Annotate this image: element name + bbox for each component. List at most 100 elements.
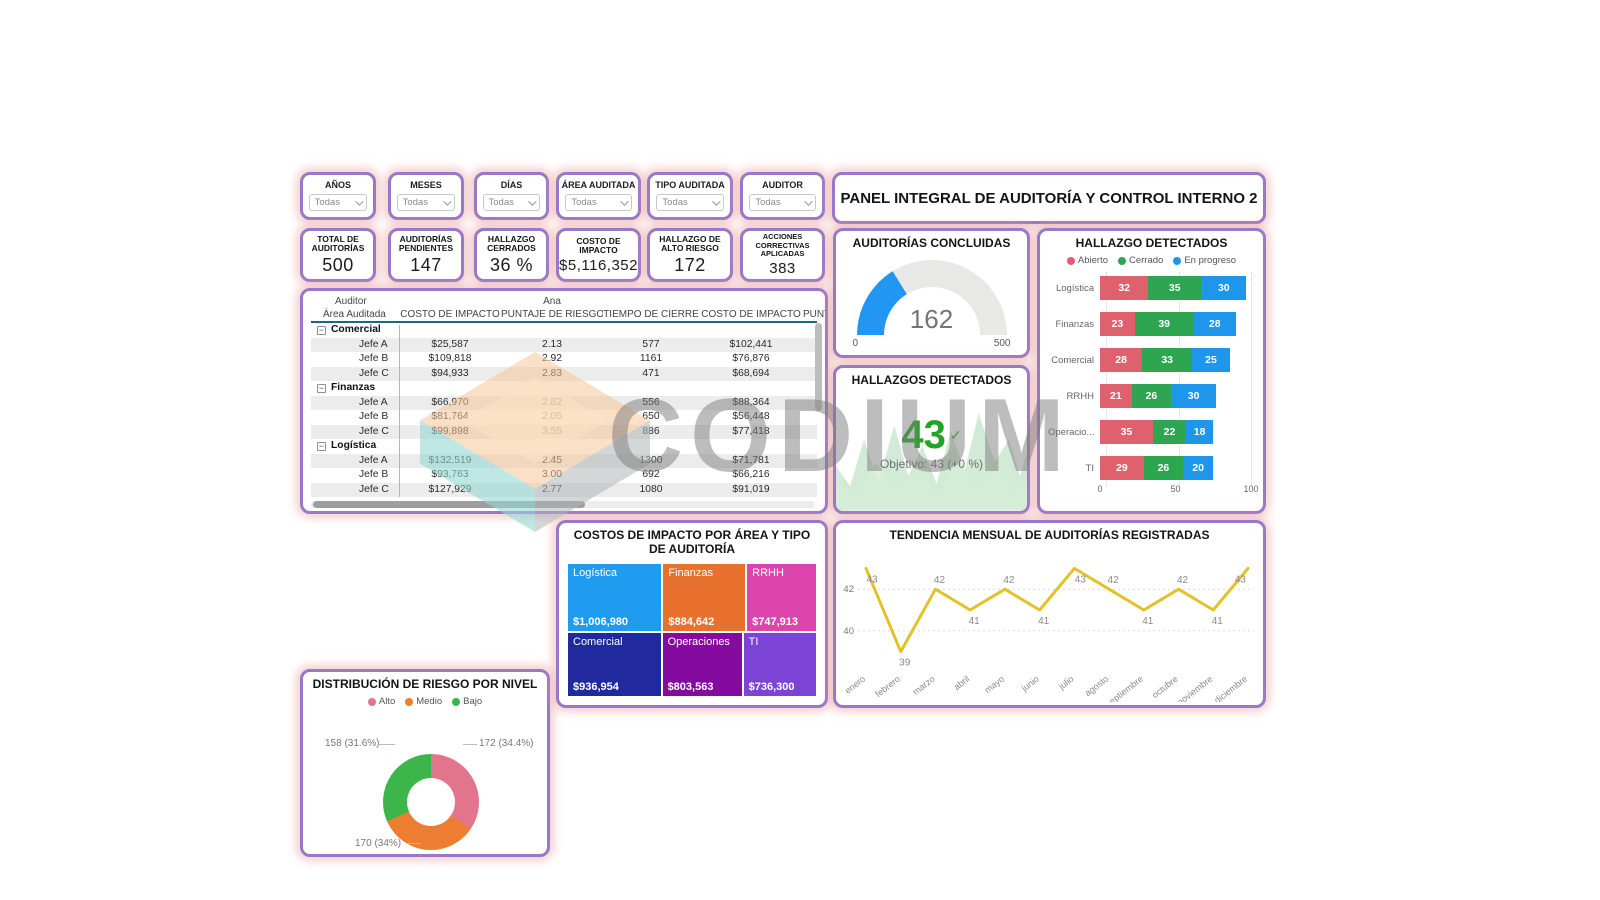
bar-segment-abierto[interactable]: 23 [1100, 312, 1135, 336]
line-series [864, 566, 1250, 654]
bar-segment-en-progreso[interactable]: 18 [1186, 420, 1214, 444]
x-tick-label: julio [1056, 674, 1076, 692]
kpi-target-label: Objetivo: 43 (+0 %) [879, 457, 984, 471]
matrix-cell: 2.92 [541, 353, 563, 364]
filter-label: AÑOS [324, 180, 351, 190]
bar-row: RRHH 21 26 30 [1048, 384, 1251, 408]
data-label: 41 [1038, 616, 1050, 627]
x-tick-label: agosto [1083, 674, 1110, 699]
tipo-auditada-dropdown[interactable]: Todas [656, 194, 724, 211]
treemap-cell-rrhh[interactable]: RRHH $747,913 [746, 563, 817, 633]
horizontal-scrollbar-thumb[interactable] [313, 501, 586, 508]
bar-row: Logística 32 35 30 [1048, 276, 1251, 300]
bar-segment-abierto[interactable]: 21 [1100, 384, 1132, 408]
bar-segment-abierto[interactable]: 29 [1100, 456, 1144, 480]
auditor-dropdown[interactable]: Todas [749, 194, 816, 211]
matrix-row-header-2: Área Auditada [323, 309, 386, 320]
gauge-value: 162 [909, 304, 954, 334]
legend-label: Bajo [463, 696, 483, 707]
donut-card: DISTRIBUCIÓN DE RIESGO POR NIVEL Alto Med… [300, 669, 550, 857]
dias-dropdown[interactable]: Todas [482, 194, 541, 211]
matrix-cell: $109,818 [428, 353, 472, 364]
treemap-cell-name: Comercial [573, 636, 623, 649]
treemap-cell-ti[interactable]: TI $736,300 [742, 632, 817, 697]
matrix-cell [603, 439, 699, 454]
matrix-cell: 471 [642, 367, 660, 379]
bar-segment-en-progreso[interactable]: 20 [1183, 456, 1214, 480]
legend-dot [1118, 256, 1126, 265]
bar-category-label: TI [1085, 462, 1094, 474]
matrix-cell: $81,764 [431, 411, 469, 422]
matrix-cell: $88,364 [732, 396, 770, 408]
table-row: Jefe A $132,519 2.45 1300 $71,781 [311, 453, 817, 468]
matrix-column-group: Ana [543, 296, 561, 307]
bar-segment-cerrado[interactable]: 39 [1134, 312, 1194, 336]
vertical-scrollbar[interactable] [815, 323, 822, 411]
matrix-cell: 3.55 [541, 425, 563, 437]
matrix-cell [803, 425, 825, 440]
matrix-cell [501, 439, 603, 454]
treemap-cell-value: $936,954 [573, 680, 619, 693]
kpi-hallazgo-alto-riesgo: HALLAZGO DE ALTO RIESGO 172 [647, 228, 733, 282]
matrix-cell: 2.83 [541, 367, 563, 379]
kpi-value: 383 [769, 259, 796, 277]
treemap-cell-name: Finanzas [668, 567, 713, 579]
label-connector [407, 843, 421, 844]
bar-row: Operacio... 35 22 18 [1048, 420, 1251, 444]
bar-segment-cerrado[interactable]: 26 [1143, 456, 1184, 480]
donut-chart[interactable] [383, 754, 479, 850]
data-label: 43 [1235, 574, 1247, 585]
gridline [1178, 272, 1180, 486]
bar-segment-abierto[interactable]: 28 [1100, 348, 1143, 372]
title-card: PANEL INTEGRAL DE AUDITORÍA Y CONTROL IN… [832, 172, 1266, 224]
bar-segment-en-progreso[interactable]: 25 [1192, 348, 1230, 372]
bar-category-label: Operacio... [1048, 426, 1095, 438]
table-row: Jefe C $94,933 2.83 471 $68,694 [311, 366, 817, 381]
bar-segment-cerrado[interactable]: 22 [1152, 420, 1187, 444]
treemap-cell-finanzas[interactable]: Finanzas $884,642 [662, 563, 747, 633]
collapse-icon[interactable]: − [317, 324, 326, 335]
anos-dropdown[interactable]: Todas [308, 194, 368, 211]
matrix-header-group-row: Auditor Ana [311, 295, 817, 308]
filter-area-auditada: ÁREA AUDITADA Todas [556, 172, 641, 220]
gauge-title: AUDITORÍAS CONCLUIDAS [852, 236, 1011, 250]
data-label: 43 [1075, 574, 1087, 585]
label-connector [463, 744, 477, 745]
bar-segment-abierto[interactable]: 35 [1100, 420, 1153, 444]
legend-dot [452, 697, 461, 706]
treemap-cell-comercial[interactable]: Comercial $936,954 [567, 632, 662, 697]
matrix-group-row: − Finanzas [311, 381, 817, 396]
matrix-group-row: − Logística [311, 439, 817, 454]
matrix-cell [603, 323, 699, 338]
matrix-cell: 2.82 [541, 396, 563, 408]
collapse-icon[interactable]: − [317, 440, 326, 451]
bar-segment-en-progreso[interactable]: 28 [1193, 312, 1236, 336]
treemap-cell-operaciones[interactable]: Operaciones $803,563 [661, 632, 743, 697]
x-tick-label: abril [952, 674, 972, 692]
matrix-group-cell: − Finanzas [311, 381, 399, 396]
data-label: 42 [1108, 575, 1120, 586]
collapse-icon[interactable]: − [317, 382, 326, 393]
bar-segment-en-progreso[interactable]: 30 [1170, 384, 1217, 408]
legend-item: Bajo [452, 696, 482, 707]
legend-item: Medio [405, 696, 442, 707]
bar-segment-en-progreso[interactable]: 30 [1201, 276, 1247, 300]
bar-segment-abierto[interactable]: 32 [1100, 276, 1149, 300]
matrix-cell [803, 483, 825, 498]
matrix-cell: 2.13 [541, 338, 563, 350]
gauge-min-label: 0 [852, 338, 859, 349]
meses-dropdown[interactable]: Todas [396, 194, 456, 211]
treemap-cell-logística[interactable]: Logística $1,006,980 [567, 563, 663, 633]
treemap-card: COSTOS DE IMPACTO POR ÁREA Y TIPO DE AUD… [556, 520, 828, 708]
bar-segment-cerrado[interactable]: 35 [1148, 276, 1202, 300]
matrix-cell [699, 323, 803, 338]
matrix-group-cell: − Logística [311, 439, 399, 454]
legend-label: Abierto [1077, 255, 1108, 266]
page-title: PANEL INTEGRAL DE AUDITORÍA Y CONTROL IN… [840, 189, 1258, 207]
bar-segment-cerrado[interactable]: 26 [1131, 384, 1171, 408]
kpi-acciones-correctivas: ACCIONES CORRECTIVAS APLICADAS 383 [740, 228, 825, 282]
area-auditada-dropdown[interactable]: Todas [565, 194, 632, 211]
bar-segment-cerrado[interactable]: 33 [1142, 348, 1193, 372]
matrix-cell: $127,929 [428, 483, 472, 495]
matrix-cell [399, 381, 501, 396]
